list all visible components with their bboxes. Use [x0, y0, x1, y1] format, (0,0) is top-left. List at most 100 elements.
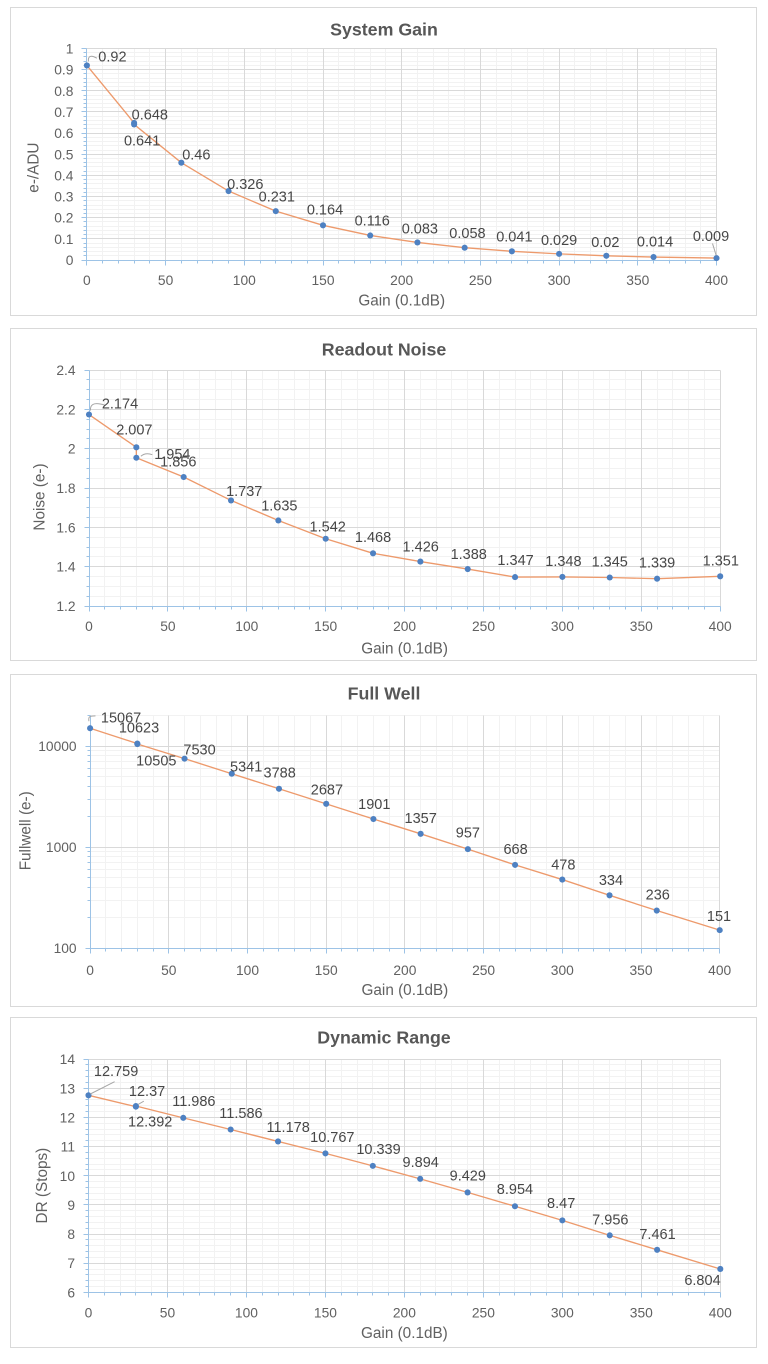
- svg-text:200: 200: [393, 963, 416, 978]
- svg-text:1.635: 1.635: [261, 498, 297, 514]
- svg-text:0.92: 0.92: [98, 50, 126, 66]
- svg-text:Gain (0.1dB): Gain (0.1dB): [361, 1325, 448, 1342]
- svg-text:1901: 1901: [358, 797, 390, 813]
- svg-text:0.641: 0.641: [124, 133, 160, 149]
- svg-text:1.348: 1.348: [545, 554, 581, 570]
- svg-text:1.856: 1.856: [160, 455, 196, 471]
- svg-text:2: 2: [68, 442, 76, 457]
- svg-text:0.116: 0.116: [355, 213, 390, 229]
- svg-text:1357: 1357: [405, 811, 437, 827]
- svg-text:3788: 3788: [264, 765, 296, 781]
- svg-text:400: 400: [708, 963, 731, 978]
- svg-text:0.2: 0.2: [54, 211, 73, 226]
- svg-text:0: 0: [85, 619, 93, 634]
- svg-text:1.388: 1.388: [451, 547, 487, 563]
- svg-text:0.1: 0.1: [54, 232, 73, 247]
- svg-text:12.37: 12.37: [129, 1084, 165, 1100]
- svg-text:0.8: 0.8: [54, 84, 74, 99]
- svg-text:11: 11: [61, 1140, 75, 1155]
- svg-text:250: 250: [472, 963, 495, 978]
- svg-text:0.3: 0.3: [54, 190, 74, 205]
- svg-text:0.326: 0.326: [227, 177, 263, 193]
- svg-text:50: 50: [158, 273, 174, 288]
- svg-text:350: 350: [629, 963, 652, 978]
- svg-text:12.759: 12.759: [94, 1064, 138, 1080]
- svg-text:957: 957: [456, 826, 480, 842]
- svg-text:1000: 1000: [46, 840, 77, 855]
- svg-text:7.461: 7.461: [639, 1227, 675, 1243]
- svg-text:10623: 10623: [119, 721, 159, 737]
- svg-text:1.542: 1.542: [310, 519, 346, 535]
- svg-text:0.46: 0.46: [182, 148, 210, 164]
- svg-text:250: 250: [472, 619, 495, 634]
- svg-text:1.345: 1.345: [592, 554, 628, 570]
- svg-text:236: 236: [646, 888, 670, 904]
- svg-text:8.47: 8.47: [547, 1196, 575, 1212]
- svg-text:0.029: 0.029: [541, 233, 577, 249]
- svg-text:Gain (0.1dB): Gain (0.1dB): [362, 982, 449, 999]
- svg-text:0.02: 0.02: [591, 235, 619, 251]
- svg-text:478: 478: [551, 857, 575, 873]
- svg-text:0: 0: [86, 963, 94, 978]
- svg-text:10000: 10000: [38, 739, 77, 754]
- svg-text:0.058: 0.058: [449, 226, 485, 242]
- svg-text:10505: 10505: [136, 753, 176, 769]
- svg-text:9.429: 9.429: [450, 1168, 486, 1184]
- svg-text:250: 250: [472, 1305, 495, 1320]
- svg-text:0.9: 0.9: [54, 63, 74, 78]
- svg-text:100: 100: [235, 619, 258, 634]
- svg-text:11.986: 11.986: [172, 1094, 215, 1110]
- svg-text:200: 200: [393, 1305, 416, 1320]
- svg-text:0.041: 0.041: [496, 229, 532, 245]
- svg-text:1.4: 1.4: [56, 560, 76, 575]
- svg-text:0.7: 0.7: [54, 105, 73, 120]
- svg-text:334: 334: [599, 873, 623, 889]
- svg-text:1.468: 1.468: [355, 530, 391, 546]
- svg-text:0: 0: [83, 273, 91, 288]
- svg-text:50: 50: [160, 1305, 176, 1320]
- svg-text:14: 14: [60, 1052, 76, 1067]
- svg-text:Fullwell (e-): Fullwell (e-): [18, 791, 35, 870]
- svg-text:9: 9: [67, 1198, 75, 1213]
- svg-text:100: 100: [54, 941, 77, 956]
- svg-text:1.954: 1.954: [154, 447, 190, 463]
- svg-text:11.178: 11.178: [266, 1120, 309, 1136]
- svg-text:0: 0: [85, 1305, 93, 1320]
- svg-text:7: 7: [67, 1256, 75, 1271]
- svg-text:0.5: 0.5: [54, 147, 74, 162]
- svg-text:1.2: 1.2: [56, 599, 75, 614]
- svg-text:300: 300: [551, 1305, 574, 1320]
- svg-text:1.426: 1.426: [403, 539, 439, 555]
- svg-text:300: 300: [551, 619, 574, 634]
- svg-text:Dynamic Range: Dynamic Range: [317, 1027, 451, 1047]
- svg-text:350: 350: [630, 1305, 653, 1320]
- svg-text:1.737: 1.737: [226, 484, 262, 500]
- svg-text:1.6: 1.6: [56, 520, 76, 535]
- svg-text:400: 400: [705, 273, 728, 288]
- svg-text:0.164: 0.164: [307, 202, 343, 218]
- svg-text:1.8: 1.8: [56, 481, 76, 496]
- svg-text:1.351: 1.351: [703, 554, 739, 570]
- svg-text:668: 668: [503, 842, 527, 858]
- svg-text:11.586: 11.586: [219, 1106, 262, 1122]
- svg-text:0.231: 0.231: [259, 189, 295, 205]
- svg-text:2687: 2687: [311, 782, 343, 798]
- svg-text:1: 1: [66, 42, 74, 57]
- svg-text:2.007: 2.007: [116, 422, 152, 438]
- svg-text:2.2: 2.2: [56, 402, 75, 417]
- svg-text:1.347: 1.347: [497, 553, 533, 569]
- svg-text:0.648: 0.648: [132, 107, 168, 123]
- svg-text:Gain (0.1dB): Gain (0.1dB): [358, 293, 445, 310]
- svg-text:Readout Noise: Readout Noise: [322, 339, 447, 359]
- svg-text:Full Well: Full Well: [348, 683, 421, 703]
- svg-text:10: 10: [60, 1169, 76, 1184]
- svg-text:0.4: 0.4: [54, 168, 74, 183]
- svg-text:8: 8: [67, 1227, 75, 1242]
- svg-text:50: 50: [160, 619, 176, 634]
- svg-text:0.6: 0.6: [54, 126, 74, 141]
- svg-text:150: 150: [314, 619, 337, 634]
- svg-text:0.009: 0.009: [693, 229, 729, 245]
- svg-text:350: 350: [630, 619, 653, 634]
- svg-text:5341: 5341: [230, 759, 262, 775]
- svg-text:0: 0: [66, 253, 74, 268]
